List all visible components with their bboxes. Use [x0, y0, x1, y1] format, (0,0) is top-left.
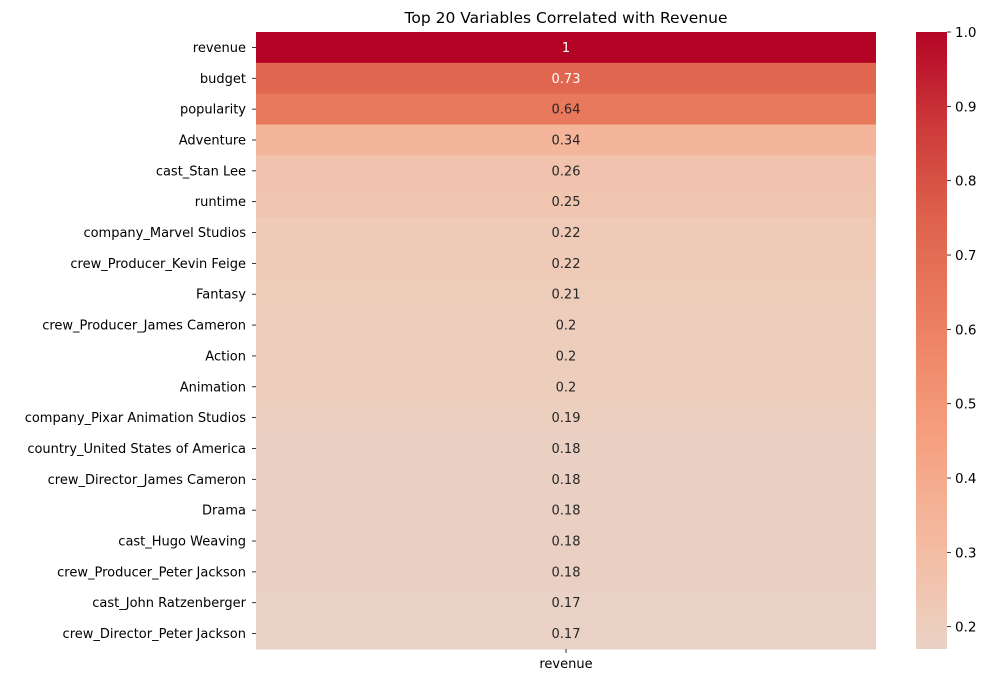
y-tick-label: crew_Producer_Kevin Feige [70, 257, 246, 272]
cell-value-label: 0.22 [552, 257, 581, 272]
y-tick-label: runtime [195, 195, 246, 210]
heatmap-cell [256, 278, 876, 311]
cell-value-label: 0.19 [552, 411, 581, 426]
cell-value-label: 0.2 [556, 319, 577, 334]
y-tick-label: Action [205, 349, 246, 364]
colorbar-tick-label: 0.8 [955, 174, 976, 190]
heatmap-cells: 1 0.73 0.64 0.34 0.26 0.25 0.22 0.22 0.21 0.2 0.2 0… [256, 32, 876, 650]
cell-value-label: 0.25 [552, 195, 581, 210]
y-tick-label: Drama [202, 504, 246, 519]
heatmap-cell [256, 587, 876, 619]
colorbar-tick-label: 0.6 [955, 322, 976, 338]
y-tick-label: cast_Hugo Weaving [118, 535, 246, 550]
cell-value-label: 0.18 [552, 504, 581, 519]
y-axis: revenue budget popularity Adventure cast_Sta… [25, 41, 256, 642]
cell-value-label: 0.18 [552, 442, 581, 457]
cell-value-label: 0.18 [552, 473, 581, 488]
colorbar: 0.2 0.3 0.4 0.5 0.6 0.7 0.8 0.9 1.0 [916, 25, 976, 649]
heatmap-cell [256, 186, 876, 218]
heatmap-cell [256, 155, 876, 187]
cell-value-label: 0.26 [552, 164, 581, 179]
y-tick-label: country_United States of America [27, 442, 246, 457]
y-tick-label: crew_Director_James Cameron [48, 473, 246, 488]
colorbar-tick-label: 0.7 [955, 248, 976, 264]
heatmap-cell [256, 217, 876, 249]
cell-value-label: 0.73 [552, 72, 581, 87]
heatmap-cell [256, 371, 876, 403]
cell-value-label: 0.21 [552, 288, 581, 303]
cell-value-label: 0.18 [552, 565, 581, 580]
y-tick-label: crew_Director_Peter Jackson [63, 627, 246, 642]
colorbar-gradient [916, 32, 947, 649]
cell-value-label: 0.18 [552, 535, 581, 550]
cell-value-label: 0.34 [552, 133, 581, 148]
heatmap-cell [256, 340, 876, 372]
heatmap-cell [256, 309, 876, 341]
colorbar-tick-label: 0.5 [955, 397, 976, 413]
colorbar-tick-label: 0.2 [955, 620, 976, 636]
y-tick-label: company_Pixar Animation Studios [25, 411, 247, 426]
heatmap-cell [256, 402, 876, 434]
x-axis: revenue [539, 649, 593, 672]
y-tick-label: cast_Stan Lee [156, 164, 246, 179]
heatmap-cell [256, 525, 876, 557]
heatmap-cell [256, 618, 876, 650]
cell-value-label: 0.2 [556, 349, 577, 364]
cell-value-label: 0.2 [556, 380, 577, 395]
y-tick-label: Animation [180, 380, 246, 395]
colorbar-tick-label: 0.4 [955, 471, 976, 487]
colorbar-tick-label: 0.3 [955, 545, 976, 561]
heatmap-cell [256, 494, 876, 527]
heatmap-cell [256, 433, 876, 465]
y-tick-label: crew_Producer_James Cameron [42, 319, 246, 334]
heatmap-cell [256, 247, 876, 280]
y-tick-label: Fantasy [196, 288, 246, 303]
heatmap-cell [256, 62, 876, 95]
y-tick-label: budget [200, 72, 246, 87]
colorbar-tick-label: 1.0 [955, 25, 976, 41]
y-tick-label: crew_Producer_Peter Jackson [57, 565, 246, 580]
heatmap-cell [256, 556, 876, 588]
colorbar-tick-label: 0.9 [955, 99, 976, 115]
cell-value-label: 0.64 [552, 103, 581, 118]
cell-value-label: 0.22 [552, 226, 581, 241]
heatmap-cell [256, 463, 876, 496]
heatmap-cell [256, 124, 876, 156]
y-tick-label: Adventure [179, 133, 246, 148]
cell-value-label: 0.17 [552, 596, 581, 611]
y-tick-label: revenue [193, 41, 246, 56]
heatmap-cell [256, 93, 876, 126]
cell-value-label: 1 [562, 41, 570, 56]
cell-value-label: 0.17 [552, 627, 581, 642]
y-tick-label: company_Marvel Studios [83, 226, 246, 241]
chart-title: Top 20 Variables Correlated with Revenue [404, 9, 728, 27]
y-tick-label: cast_John Ratzenberger [92, 596, 246, 611]
x-tick-label: revenue [539, 657, 592, 672]
y-tick-label: popularity [180, 103, 246, 118]
heatmap-cell [256, 32, 876, 64]
